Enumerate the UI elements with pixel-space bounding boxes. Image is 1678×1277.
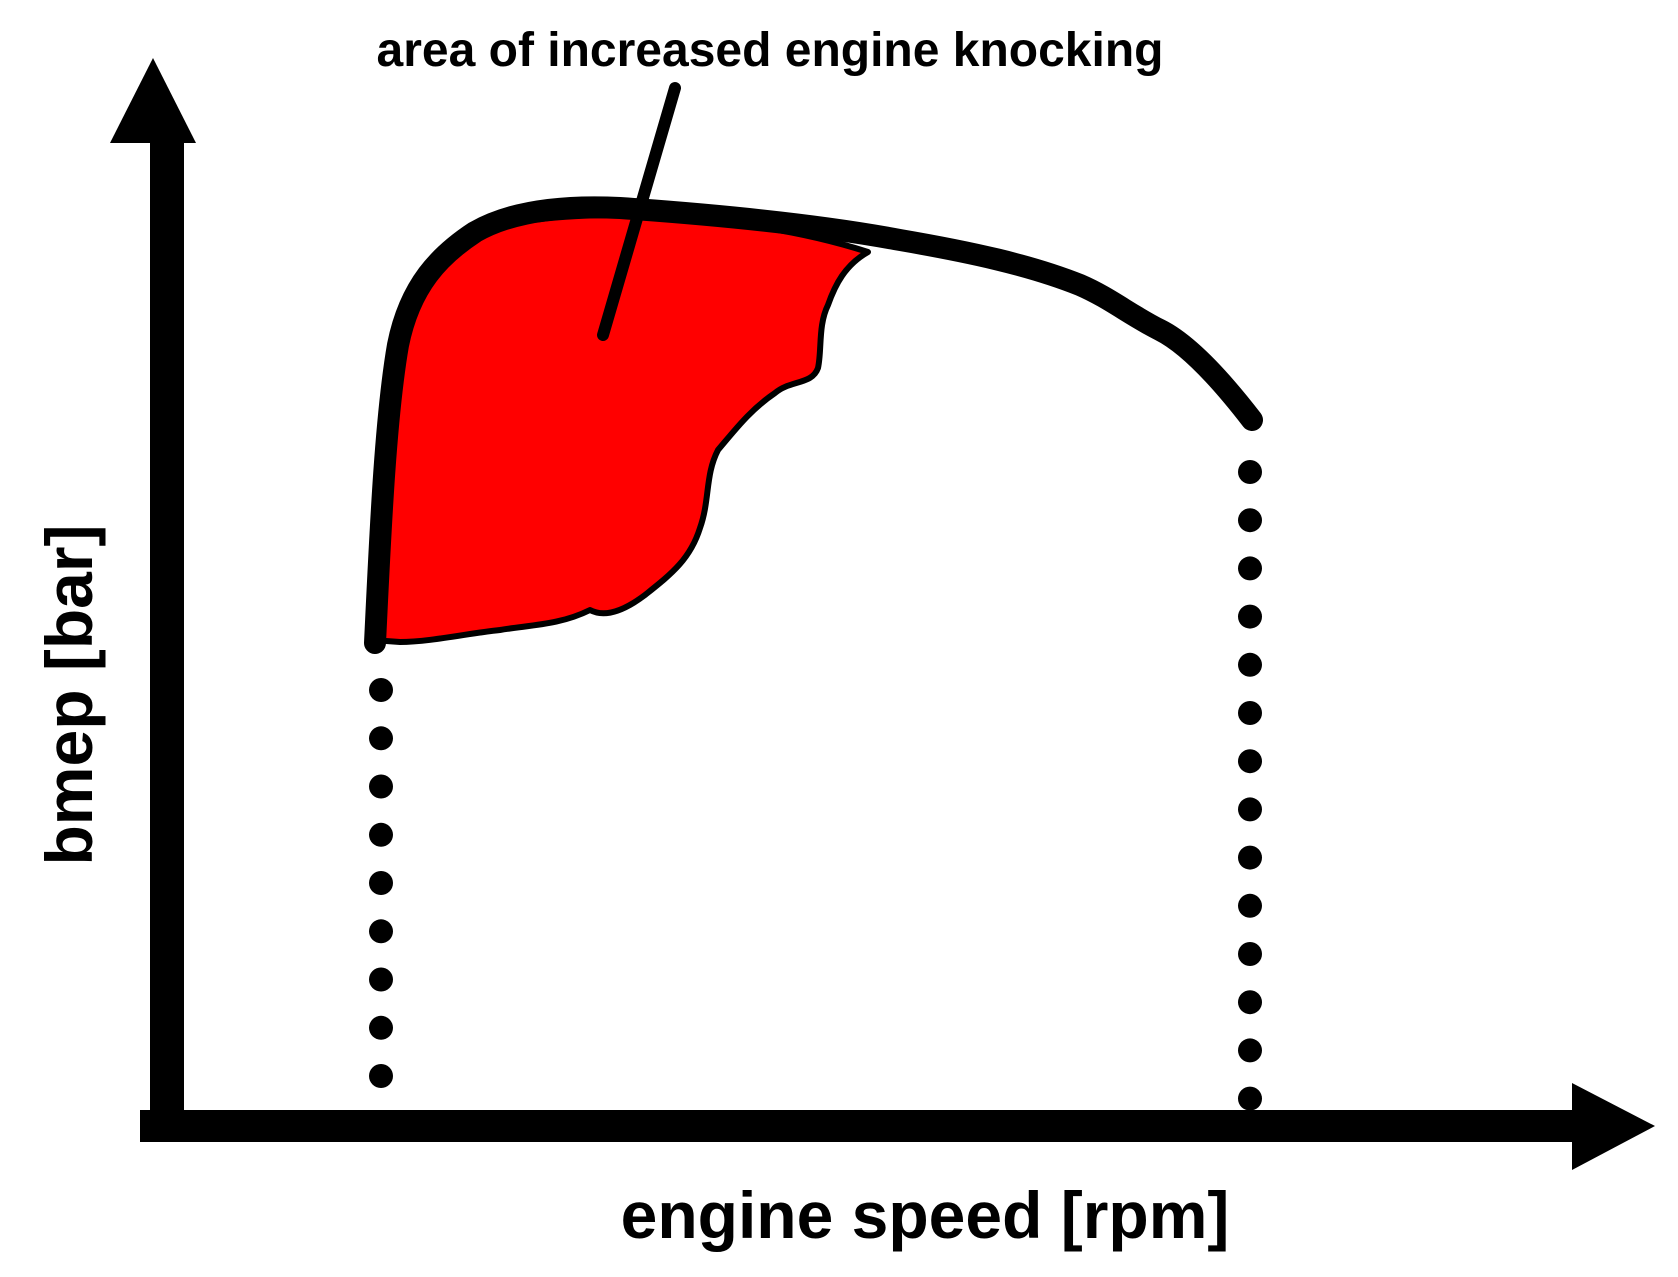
dot [1238, 893, 1262, 918]
dot [1238, 604, 1262, 629]
dot [369, 967, 393, 992]
y-axis-label: bmep [bar] [32, 524, 106, 865]
dot [369, 678, 393, 702]
x-axis-arrowhead [1572, 1083, 1655, 1170]
knock-area-annotation: area of increased engine knocking [377, 24, 1164, 77]
dot [1238, 652, 1262, 677]
dot [369, 1015, 393, 1040]
dot [1238, 556, 1262, 581]
dot [369, 726, 393, 751]
x-axis [140, 1083, 1655, 1170]
y-axis-arrowhead [110, 58, 196, 143]
dot [1238, 1038, 1262, 1063]
dot [1238, 845, 1262, 870]
full-load-curve [364, 196, 1263, 654]
dot [369, 1064, 393, 1088]
dot [369, 871, 393, 895]
dot [1238, 1086, 1262, 1111]
dotted-line-max-speed [1238, 460, 1262, 1111]
x-axis-label: engine speed [rpm] [621, 1178, 1230, 1252]
dot [369, 919, 393, 944]
dot [369, 774, 393, 799]
annotation-leader-line [597, 82, 681, 341]
dot [1238, 460, 1262, 484]
dot [1238, 749, 1262, 774]
dot [1238, 701, 1262, 725]
dot [1238, 990, 1262, 1015]
dot [1238, 797, 1262, 822]
dot [1238, 942, 1262, 966]
dotted-line-min-speed [369, 678, 393, 1088]
dot [369, 822, 393, 847]
y-axis [110, 58, 196, 1136]
dot [1238, 508, 1262, 533]
